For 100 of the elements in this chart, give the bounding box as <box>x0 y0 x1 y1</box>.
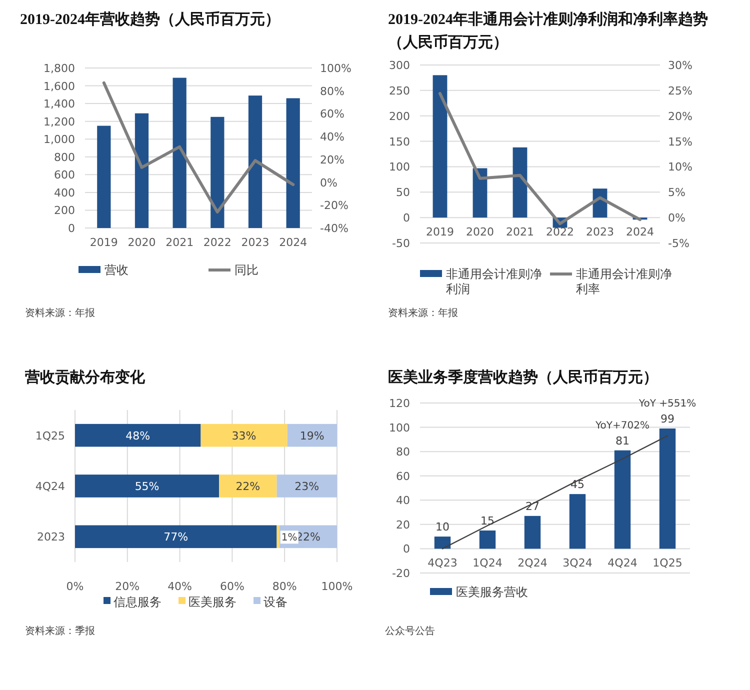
legend-label: 非通用会计准则净利润 <box>446 267 542 296</box>
y-tick-label: 100 <box>389 421 410 434</box>
line-series <box>438 92 642 226</box>
y-tick-label: 60 <box>396 470 410 483</box>
y2-tick-label: 25% <box>668 84 692 98</box>
bar <box>200 424 288 447</box>
bar <box>659 428 676 549</box>
bar <box>434 536 451 549</box>
bar <box>75 525 277 548</box>
annotation: YoY+702% <box>594 420 650 432</box>
legend-label: 医美服务 <box>188 595 236 609</box>
bar <box>287 424 337 447</box>
legend-label: 医美服务营收 <box>456 585 528 599</box>
y-tick-label: 0 <box>403 212 410 225</box>
y-tick-label: 400 <box>54 186 75 200</box>
data-label: 22% <box>236 480 260 493</box>
bar <box>172 78 186 228</box>
line-series <box>102 81 295 214</box>
y-tick-label: 1,800 <box>44 62 75 75</box>
y-tick-label: 2023 <box>37 530 65 544</box>
x-tick-label: 0% <box>66 580 84 593</box>
x-tick-label: 2024 <box>626 226 654 239</box>
x-tick-label: 2023 <box>586 226 614 239</box>
y2-tick-label: 5% <box>668 186 686 200</box>
y-tick-label: 1,600 <box>44 80 75 93</box>
y-tick-label: 40 <box>396 494 410 508</box>
y-tick-label: 1,200 <box>44 115 75 128</box>
bar <box>248 96 262 228</box>
data-label: 81 <box>616 434 630 448</box>
y-tick-label: 120 <box>389 397 410 410</box>
data-label: 10 <box>436 520 450 534</box>
x-tick-label: 2020 <box>466 226 494 239</box>
x-tick-label: 2022 <box>203 236 232 249</box>
x-tick-label: 80% <box>272 580 297 593</box>
chart-title: 营收贡献分布变化 <box>24 368 146 386</box>
x-tick-label: 20% <box>115 580 140 593</box>
x-tick-label: 1Q24 <box>472 556 502 570</box>
y-tick-label: -20 <box>392 567 410 580</box>
y2-tick-label: 0% <box>668 212 686 225</box>
y2-tick-label: 15% <box>668 135 692 148</box>
y-tick-label: 20 <box>396 518 410 532</box>
y-tick-label: 50 <box>396 186 410 200</box>
y2-tick-label: 10% <box>668 160 692 174</box>
y2-tick-label: -40% <box>320 222 348 235</box>
bar <box>97 126 111 228</box>
x-tick-label: 40% <box>168 580 192 593</box>
x-tick-label: 2024 <box>279 236 308 249</box>
x-tick-label: 2022 <box>546 226 574 239</box>
y-tick-label: 1Q25 <box>35 429 65 442</box>
x-tick-label: 2019 <box>90 236 118 249</box>
data-label: 1% <box>281 532 298 544</box>
y2-tick-label: 60% <box>320 108 344 121</box>
y2-tick-label: 80% <box>320 84 344 98</box>
data-label: 99 <box>660 412 674 426</box>
data-label: 19% <box>300 429 324 442</box>
y-tick-label: 0 <box>68 222 75 235</box>
y-tick-label: 150 <box>389 135 410 148</box>
chart-title: 医美业务季度营收趋势（人民币百万元） <box>388 368 658 386</box>
y2-tick-label: -5% <box>668 237 690 250</box>
bar <box>432 75 448 218</box>
bar <box>276 525 280 548</box>
bar <box>276 474 337 498</box>
y2-tick-label: 100% <box>320 62 352 75</box>
chart-title: 2019-2024年非通用会计准则净利润和净利率趋势（人民币百万元） <box>388 10 708 51</box>
text: 公众号公告 <box>385 625 435 637</box>
x-tick-label: 4Q23 <box>428 556 458 570</box>
data-label: 55% <box>134 480 160 493</box>
x-tick-label: 2021 <box>166 236 194 249</box>
bar <box>524 516 541 549</box>
x-tick-label: 4Q24 <box>608 556 638 570</box>
y-tick-label: 1,000 <box>44 133 75 146</box>
bar <box>210 116 224 228</box>
x-tick-label: 2021 <box>506 226 534 239</box>
y-tick-label: 800 <box>54 150 75 164</box>
legend-label: 设备 <box>264 595 288 609</box>
annotation: YoY +551% <box>638 398 696 410</box>
text: 资料来源：年报 <box>388 307 458 319</box>
bar <box>219 474 277 498</box>
bar <box>75 474 220 498</box>
chart-title: 2019-2024年营收趋势（人民币百万元） <box>20 11 280 28</box>
legend-label: 信息服务 <box>114 595 162 609</box>
y-tick-label: 4Q24 <box>35 480 65 493</box>
x-tick-label: 100% <box>321 580 353 593</box>
y-tick-label: 200 <box>389 110 410 123</box>
bar <box>614 450 631 549</box>
data-label: 33% <box>232 429 256 442</box>
y2-tick-label: 30% <box>668 59 692 72</box>
x-tick-label: 2023 <box>241 236 270 249</box>
y-tick-label: 100 <box>389 160 410 174</box>
text: 资料来源：年报 <box>25 307 95 319</box>
y-tick-label: -50 <box>392 237 410 250</box>
x-tick-label: 2Q24 <box>518 556 548 570</box>
y2-tick-label: 40% <box>320 130 344 144</box>
bar <box>479 530 496 549</box>
y-tick-label: 300 <box>389 59 410 72</box>
legend-label: 营收 <box>104 263 128 277</box>
x-tick-label: 3Q24 <box>562 556 592 570</box>
y2-tick-label: 20% <box>320 153 344 166</box>
bar <box>134 113 149 228</box>
bar <box>512 147 528 218</box>
